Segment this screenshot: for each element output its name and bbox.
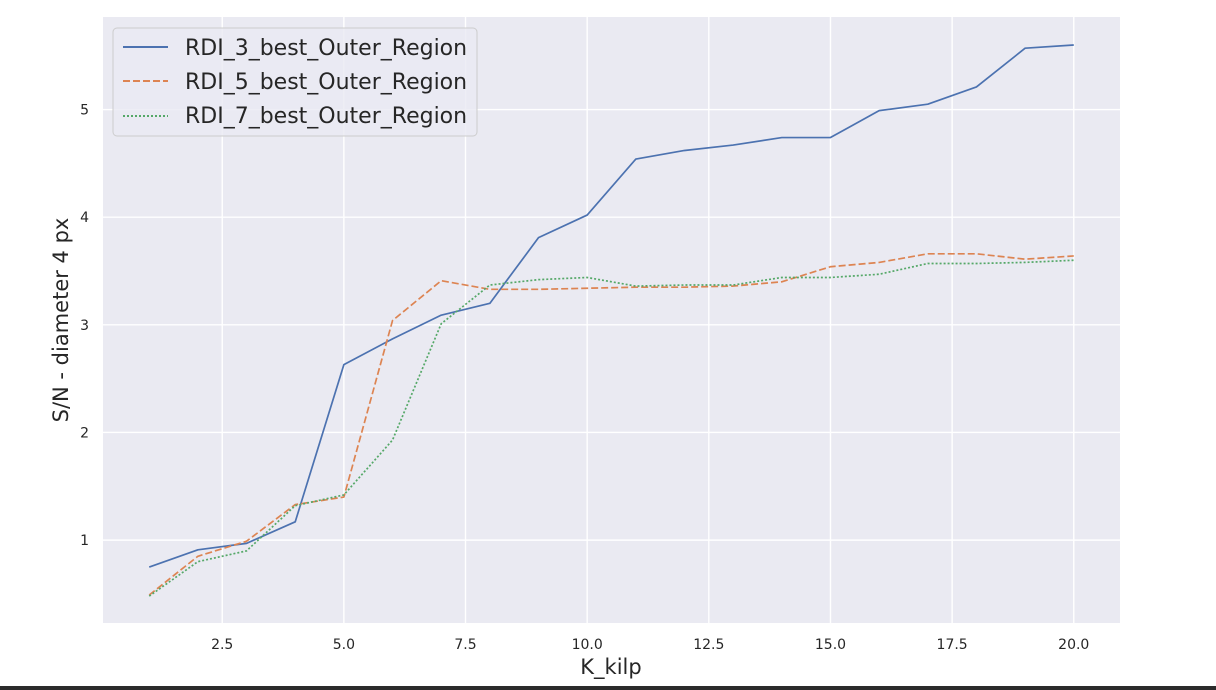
y-tick-label: 2	[80, 425, 89, 441]
tick-labels: 2.5 5.0 7.5 10.0 12.5 15.0 17.5 20.0 1 2 3 4 5	[80, 103, 1089, 653]
x-tick-label: 7.5	[454, 637, 476, 653]
y-tick-label: 1	[80, 533, 89, 549]
x-tick-label: 17.5	[937, 637, 968, 653]
legend: RDI_3_best_Outer_Region RDI_5_best_Outer…	[112, 27, 478, 137]
y-axis-label: S/N - diameter 4 px	[49, 218, 73, 423]
x-tick-label: 5.0	[333, 637, 355, 653]
x-tick-label: 10.0	[572, 637, 603, 653]
bottom-rule	[0, 686, 1216, 690]
y-tick-label: 3	[80, 318, 89, 334]
legend-label-rdi-7: RDI_7_best_Outer_Region	[185, 104, 467, 129]
x-tick-label: 12.5	[693, 637, 724, 653]
legend-label-rdi-3: RDI_3_best_Outer_Region	[185, 36, 467, 61]
legend-label-rdi-5: RDI_5_best_Outer_Region	[185, 70, 467, 95]
series-line-1	[148, 44, 1074, 568]
series-layer	[148, 44, 1074, 597]
y-tick-label: 4	[80, 210, 89, 226]
x-tick-label: 20.0	[1058, 637, 1089, 653]
legend-box	[112, 27, 478, 137]
y-tick-label: 5	[80, 103, 89, 119]
series-line-3	[148, 259, 1074, 597]
x-axis-label: K_kilp	[580, 655, 641, 680]
x-tick-label: 15.0	[815, 637, 846, 653]
x-tick-label: 2.5	[211, 637, 233, 653]
